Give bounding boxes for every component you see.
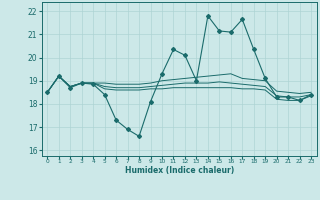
X-axis label: Humidex (Indice chaleur): Humidex (Indice chaleur) xyxy=(124,166,234,175)
